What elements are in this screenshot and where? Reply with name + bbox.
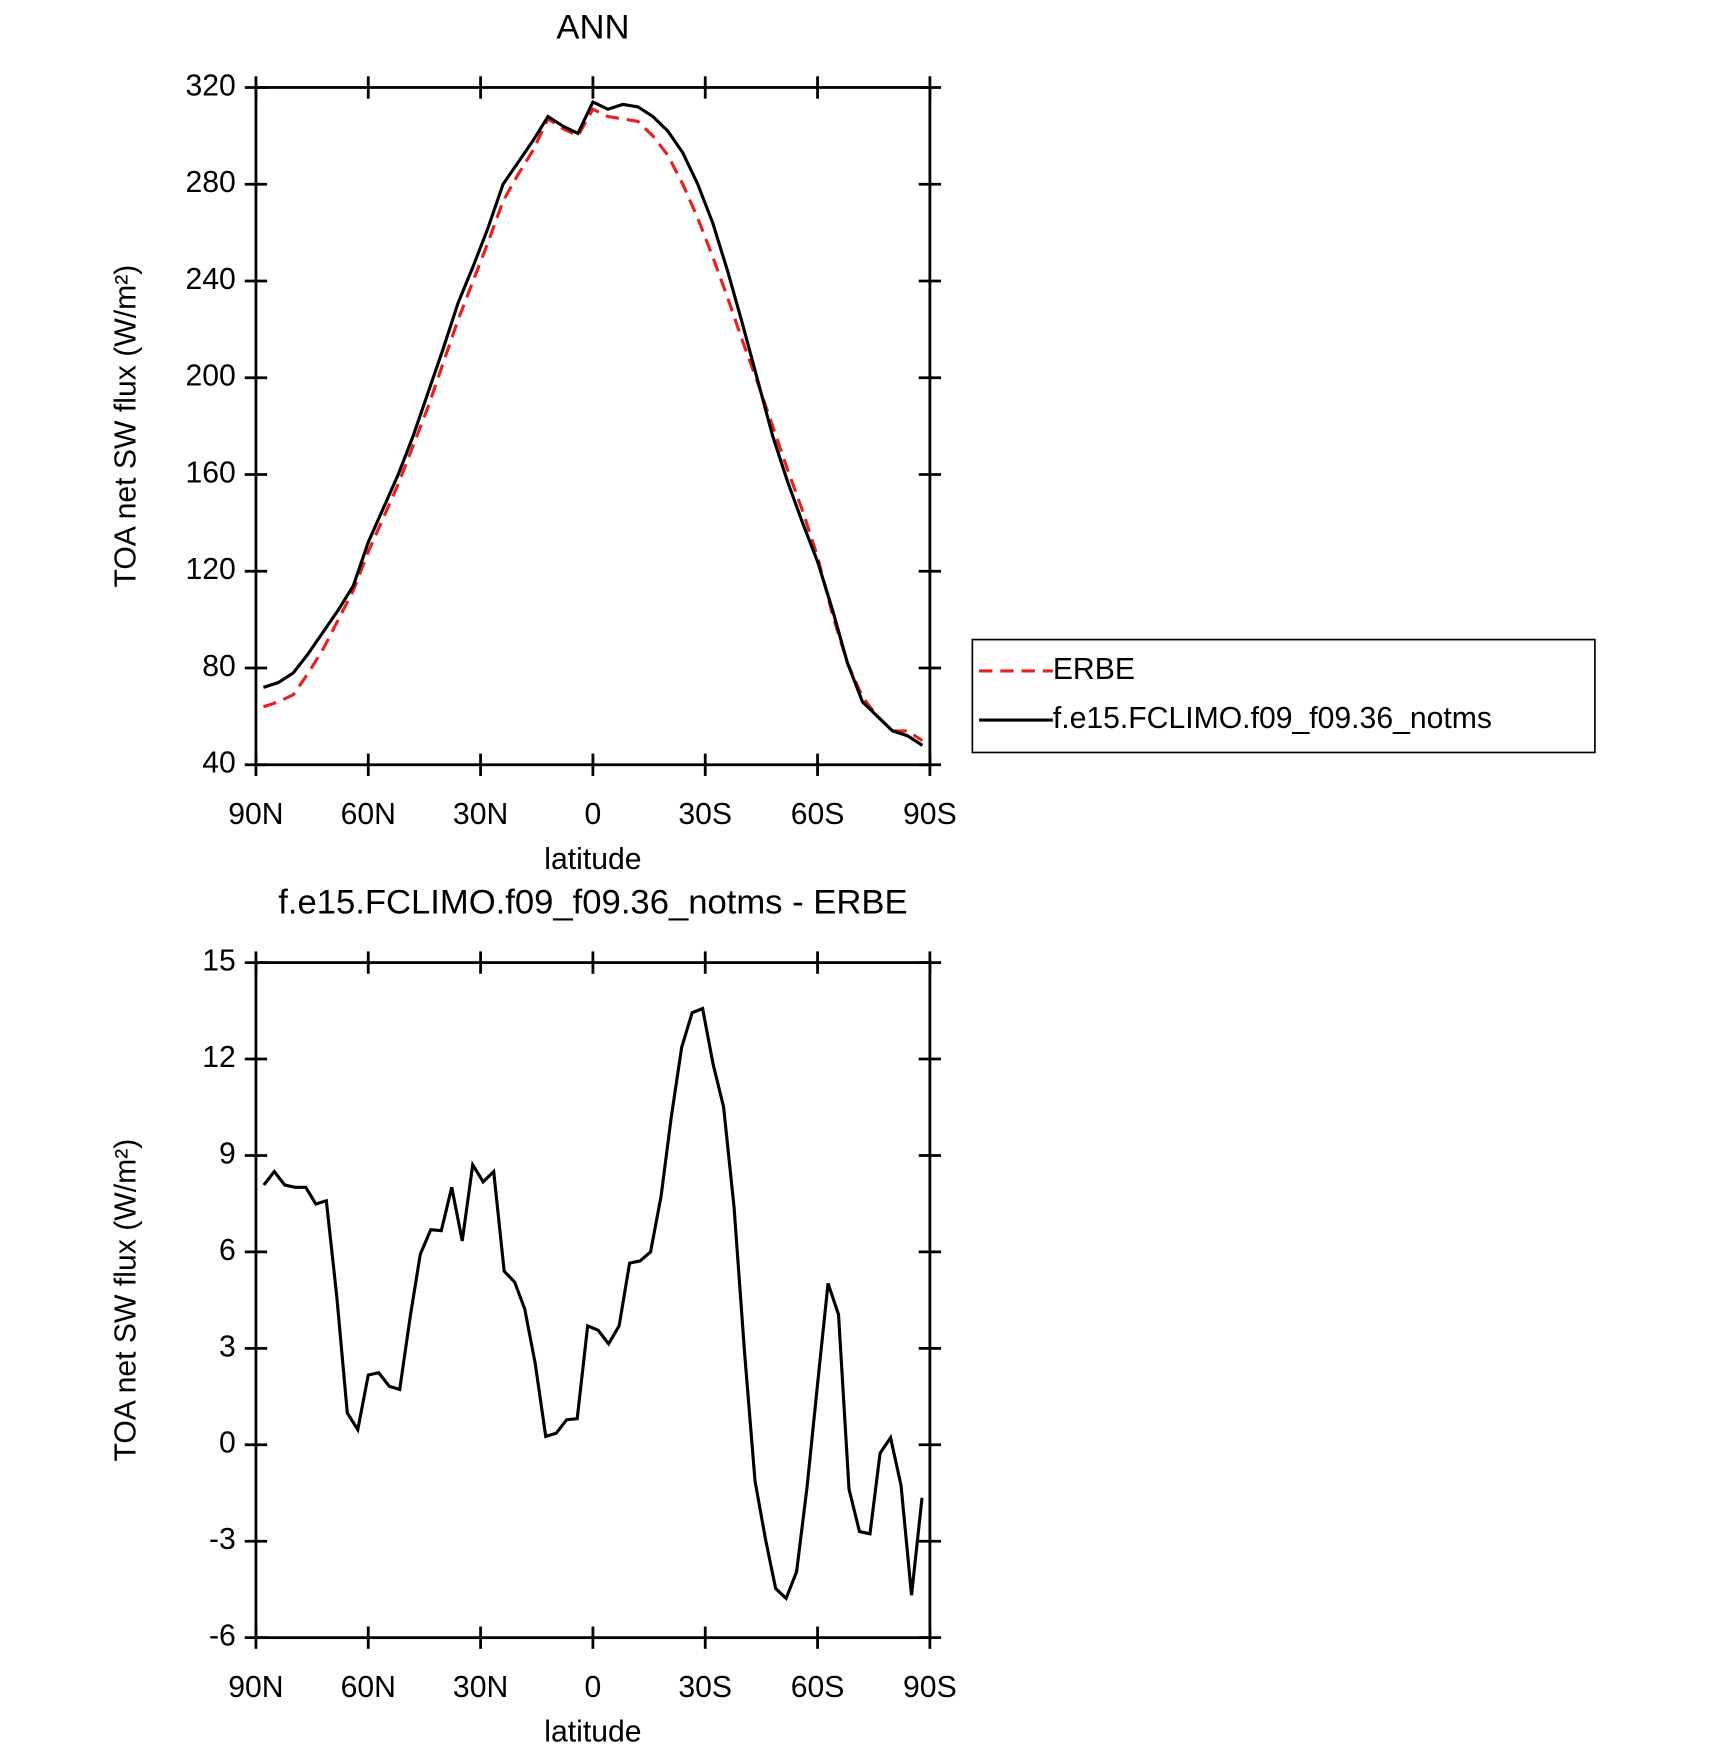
- legend-label: f.e15.FCLIMO.f09_f09.36_notms: [1053, 702, 1492, 735]
- y-tick-label: 3: [219, 1330, 236, 1363]
- x-tick-label: 60N: [341, 1671, 396, 1704]
- x-tick-label: 90S: [903, 1671, 957, 1704]
- y-tick-label: 160: [185, 456, 235, 489]
- y-axis-label: TOA net SW flux (W/m²): [109, 1139, 142, 1462]
- x-tick-label: 60S: [791, 798, 845, 831]
- y-tick-label: 12: [202, 1041, 236, 1074]
- chart-title: ANN: [556, 9, 629, 47]
- y-tick-label: 6: [219, 1234, 236, 1267]
- x-tick-label: 0: [585, 1671, 602, 1704]
- y-tick-label: 40: [202, 747, 236, 780]
- y-tick-label: 0: [219, 1427, 236, 1460]
- x-tick-label: 90S: [903, 798, 957, 831]
- x-tick-label: 0: [585, 798, 602, 831]
- y-tick-label: 320: [185, 69, 235, 102]
- legend-label: ERBE: [1053, 653, 1135, 686]
- series-line: [262, 107, 924, 742]
- plot-frame: [254, 961, 932, 1640]
- y-tick-label: -6: [209, 1620, 236, 1653]
- legend-box: [971, 638, 1596, 754]
- y-tick-label: 15: [202, 945, 236, 978]
- x-tick-label: 60N: [341, 798, 396, 831]
- x-tick-label: 30S: [678, 798, 732, 831]
- y-axis-label: TOA net SW flux (W/m²): [109, 265, 142, 588]
- y-tick-label: 120: [185, 553, 235, 586]
- chart-title: f.e15.FCLIMO.f09_f09.36_notms - ERBE: [278, 884, 907, 922]
- x-axis-label: latitude: [544, 1716, 641, 1749]
- y-tick-label: -3: [209, 1523, 236, 1556]
- x-axis-label: latitude: [544, 843, 641, 876]
- y-tick-label: 200: [185, 360, 235, 393]
- x-tick-label: 30N: [453, 798, 508, 831]
- x-tick-label: 90N: [228, 798, 283, 831]
- x-tick-label: 60S: [791, 1671, 845, 1704]
- plot-frame: [254, 86, 932, 767]
- y-tick-label: 80: [202, 650, 236, 683]
- series-line: [262, 1006, 924, 1602]
- x-tick-label: 90N: [228, 1671, 283, 1704]
- x-tick-label: 30N: [453, 1671, 508, 1704]
- x-tick-label: 30S: [678, 1671, 732, 1704]
- y-tick-label: 9: [219, 1137, 236, 1170]
- y-tick-label: 280: [185, 166, 235, 199]
- y-tick-label: 240: [185, 263, 235, 296]
- series-line: [262, 99, 924, 747]
